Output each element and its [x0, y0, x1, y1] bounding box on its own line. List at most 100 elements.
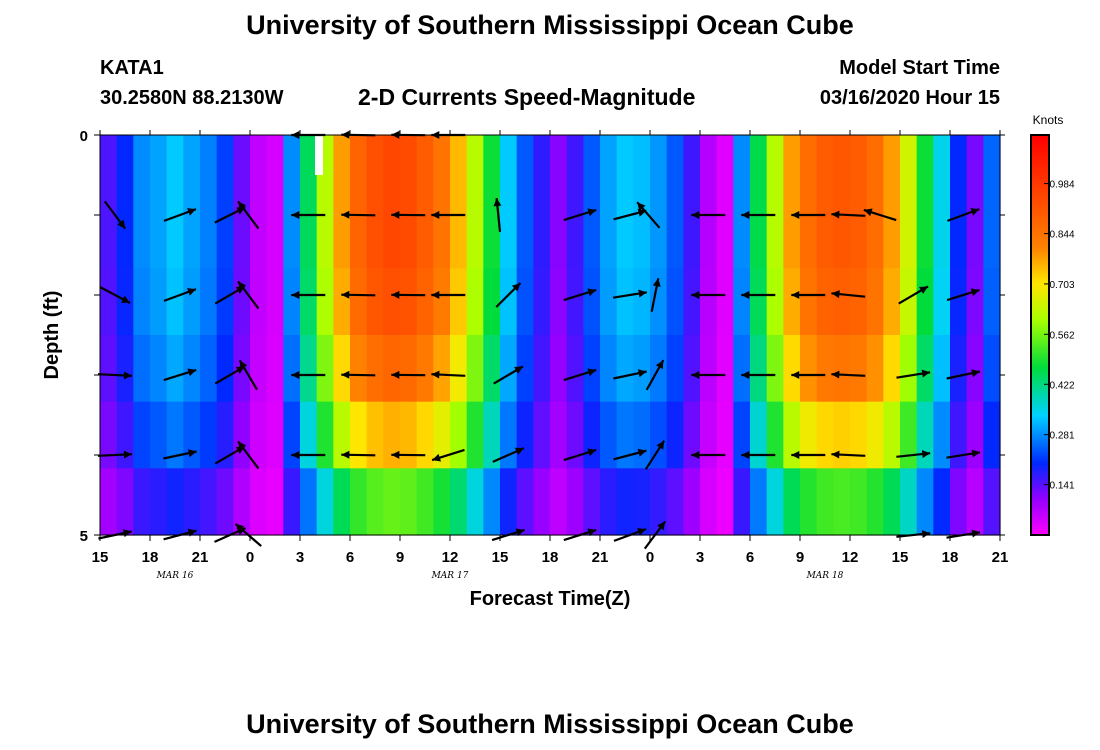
- heatmap-cell: [916, 335, 934, 403]
- colorbar-segment: [1031, 201, 1049, 204]
- heatmap-cell: [366, 201, 384, 269]
- current-vector-arrow: [163, 368, 197, 382]
- heatmap-cell: [916, 135, 934, 203]
- heatmap-cell: [150, 201, 168, 269]
- heatmap-cell: [800, 401, 818, 469]
- colorbar-segment: [1031, 505, 1049, 508]
- heatmap-cell: [316, 468, 334, 536]
- colorbar-segment: [1031, 443, 1049, 446]
- heatmap-cell: [550, 268, 568, 336]
- x-tick-label: 21: [192, 549, 209, 566]
- current-vector-arrow: [291, 451, 326, 459]
- heatmap-cell: [183, 468, 201, 536]
- heatmap-cell: [150, 468, 168, 536]
- colorbar-segment: [1031, 245, 1049, 248]
- x-tick-label: 3: [296, 549, 304, 566]
- current-vector-arrow: [431, 370, 466, 379]
- colorbar-segment: [1031, 317, 1049, 320]
- heatmap-cell: [750, 335, 768, 403]
- heatmap-cell: [700, 135, 718, 203]
- colorbar-tick-label: 0.422: [1049, 380, 1074, 391]
- current-vector-arrow: [946, 529, 981, 539]
- heatmap-cell: [966, 135, 984, 203]
- heatmap-cell: [516, 468, 534, 536]
- heatmap-cell: [283, 201, 301, 269]
- heatmap-cell: [183, 335, 201, 403]
- heatmap-cell: [383, 268, 401, 336]
- heatmap-cell: [800, 335, 818, 403]
- heatmap-cell: [716, 201, 734, 269]
- heatmap-cell: [466, 268, 484, 336]
- heatmap-cell: [366, 401, 384, 469]
- colorbar-segment: [1031, 381, 1049, 384]
- current-vector-arrow: [237, 280, 260, 310]
- colorbar-segment: [1031, 297, 1049, 300]
- heatmap-cell: [133, 468, 151, 536]
- heatmap-cell: [883, 468, 901, 536]
- colorbar-segment: [1031, 169, 1049, 172]
- current-vector-arrow: [493, 365, 524, 385]
- heatmap-cell: [283, 468, 301, 536]
- heatmap-cell: [166, 135, 184, 203]
- current-vector-arrow: [431, 291, 466, 299]
- colorbar-segment: [1031, 267, 1049, 270]
- heatmap-cell: [400, 268, 418, 336]
- current-vector-arrow: [791, 291, 826, 299]
- colorbar-segment: [1031, 437, 1049, 440]
- heatmap-cell: [733, 268, 751, 336]
- colorbar-segment: [1031, 531, 1049, 534]
- colorbar-segment: [1031, 521, 1049, 524]
- date-label: MAR 16: [156, 571, 194, 581]
- date-label: MAR 18: [806, 571, 844, 581]
- colorbar-segment: [1031, 447, 1049, 450]
- heatmap-cell: [916, 401, 934, 469]
- colorbar-tick-label: 0.141: [1049, 481, 1074, 492]
- colorbar-segment: [1031, 189, 1049, 192]
- colorbar-segment: [1031, 495, 1049, 498]
- colorbar-segment: [1031, 325, 1049, 328]
- heatmap-cell: [850, 268, 868, 336]
- current-vector-arrow: [97, 450, 133, 459]
- heatmap-cell: [300, 135, 318, 203]
- heatmap-cell: [483, 201, 501, 269]
- heatmap-cell: [933, 401, 951, 469]
- heatmap-cell: [883, 335, 901, 403]
- heatmap-cell: [216, 135, 234, 203]
- colorbar-segment: [1031, 435, 1049, 438]
- heatmap-cell: [633, 401, 651, 469]
- colorbar-segment: [1031, 331, 1049, 334]
- colorbar-segment: [1031, 395, 1049, 398]
- heatmap-cell: [583, 201, 601, 269]
- colorbar-segment: [1031, 281, 1049, 284]
- missing-data-gap: [315, 135, 323, 175]
- colorbar-segment: [1031, 295, 1049, 298]
- colorbar-segment: [1031, 379, 1049, 382]
- colorbar-segment: [1031, 153, 1049, 156]
- colorbar-segment: [1031, 269, 1049, 272]
- heatmap-cell: [566, 335, 584, 403]
- heatmap-cell: [116, 135, 134, 203]
- current-vector-arrow: [103, 200, 127, 230]
- current-vector-arrow: [946, 369, 981, 380]
- heatmap-cell: [800, 468, 818, 536]
- heatmap-cell: [550, 135, 568, 203]
- heatmap-cell: [533, 135, 551, 203]
- heatmap-cell: [216, 401, 234, 469]
- heatmap-cell: [766, 468, 784, 536]
- heatmap-cell: [833, 335, 851, 403]
- heatmap-cell: [250, 401, 268, 469]
- current-vector-arrow: [650, 278, 661, 312]
- colorbar-segment: [1031, 299, 1049, 302]
- station-id: KATA1: [100, 57, 164, 79]
- heatmap-cell: [133, 268, 151, 336]
- heatmap-cell: [100, 468, 118, 536]
- colorbar-segment: [1031, 351, 1049, 354]
- heatmap-cell: [733, 401, 751, 469]
- current-vector-arrow: [237, 440, 260, 470]
- current-vector-arrow: [163, 528, 197, 541]
- current-vector-arrow: [691, 211, 726, 219]
- heatmap-cell: [433, 201, 451, 269]
- colorbar-segment: [1031, 279, 1049, 282]
- colorbar-segment: [1031, 187, 1049, 190]
- heatmap-cell: [233, 468, 251, 536]
